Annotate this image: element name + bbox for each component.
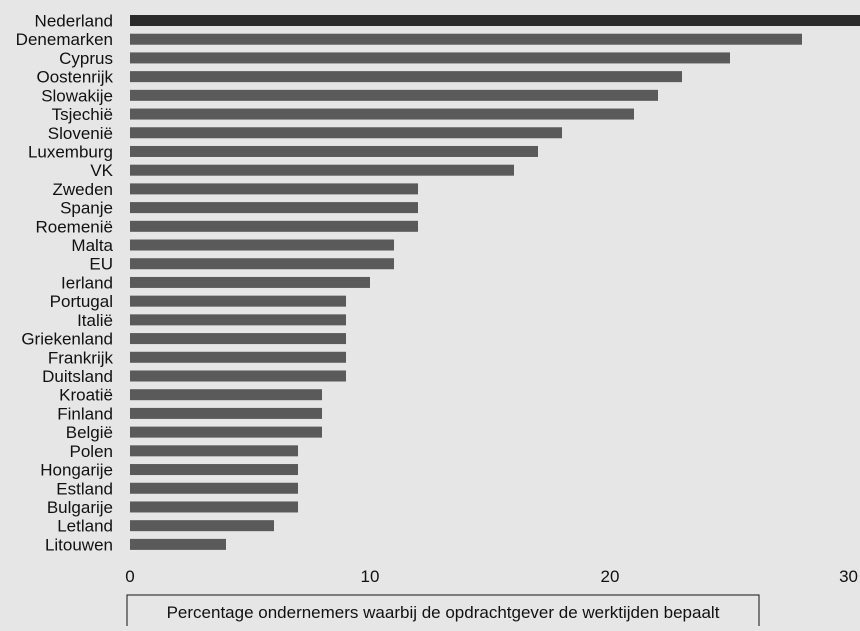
bars-layer — [130, 15, 860, 550]
category-label-polen: Polen — [70, 442, 113, 461]
bar-zweden — [130, 183, 418, 195]
bar-spanje — [130, 202, 418, 214]
bar-portugal — [130, 295, 346, 307]
category-label-bulgarije: Bulgarije — [47, 498, 113, 517]
bar-belgie — [130, 426, 322, 438]
bar-italie — [130, 314, 346, 326]
category-label-belgie: België — [66, 423, 113, 442]
bar-duitsland — [130, 370, 346, 382]
category-label-estland: Estland — [56, 479, 113, 498]
category-label-denemarken: Denemarken — [16, 30, 113, 49]
category-label-luxemburg: Luxemburg — [28, 142, 113, 161]
bar-denemarken — [130, 33, 802, 45]
bar-hongarije — [130, 464, 298, 476]
x-axis-title: Percentage ondernemers waarbij de opdrac… — [167, 603, 720, 622]
category-label-kroatie: Kroatië — [59, 386, 113, 405]
category-label-malta: Malta — [71, 236, 113, 255]
bar-finland — [130, 407, 322, 419]
category-label-oostenrijk: Oostenrijk — [36, 68, 113, 87]
category-label-tsjechie: Tsjechië — [52, 105, 113, 124]
bar-bulgarije — [130, 501, 298, 513]
category-label-nederland: Nederland — [35, 12, 113, 31]
bar-nederland — [130, 15, 860, 26]
bar-kroatie — [130, 389, 322, 401]
category-labels: NederlandDenemarkenCyprusOostenrijkSlowa… — [16, 12, 114, 555]
bar-ierland — [130, 276, 370, 288]
category-label-zweden: Zweden — [53, 180, 113, 199]
category-label-griekenland: Griekenland — [21, 330, 113, 349]
bar-slowakije — [130, 89, 658, 101]
category-label-finland: Finland — [57, 404, 113, 423]
x-tick-label-20: 20 — [601, 567, 620, 586]
x-tick-label-10: 10 — [361, 567, 380, 586]
category-label-slowakije: Slowakije — [41, 86, 113, 105]
bar-griekenland — [130, 333, 346, 345]
category-label-cyprus: Cyprus — [59, 49, 113, 68]
bar-frankrijk — [130, 351, 346, 363]
bar-slovenie — [130, 127, 562, 139]
category-label-eu: EU — [89, 255, 113, 274]
x-axis-title-box: Percentage ondernemers waarbij de opdrac… — [126, 594, 760, 628]
category-label-roemenie: Roemenië — [36, 217, 114, 236]
category-label-duitsland: Duitsland — [42, 367, 113, 386]
category-label-frankrijk: Frankrijk — [48, 348, 114, 367]
category-label-spanje: Spanje — [60, 199, 113, 218]
bar-roemenie — [130, 220, 418, 232]
bar-malta — [130, 239, 394, 251]
category-label-litouwen: Litouwen — [45, 535, 113, 554]
category-label-vk: VK — [90, 161, 113, 180]
x-tick-label-0: 0 — [125, 567, 134, 586]
bar-letland — [130, 520, 274, 532]
category-label-italie: Italië — [77, 311, 113, 330]
x-tick-label-30: 30 — [839, 567, 858, 586]
bar-litouwen — [130, 538, 226, 550]
bar-vk — [130, 164, 514, 176]
bar-eu — [130, 258, 394, 270]
bar-polen — [130, 445, 298, 457]
bar-cyprus — [130, 52, 730, 64]
bar-estland — [130, 482, 298, 494]
category-label-ierland: Ierland — [61, 273, 113, 292]
x-axis-ticks: 0 10 20 30 — [125, 567, 858, 586]
bar-tsjechie — [130, 108, 634, 120]
category-label-slovenie: Slovenië — [48, 124, 113, 143]
category-label-hongarije: Hongarije — [40, 461, 113, 480]
bar-luxemburg — [130, 145, 538, 157]
bar-oostenrijk — [130, 71, 682, 83]
category-label-letland: Letland — [57, 517, 113, 536]
category-label-portugal: Portugal — [50, 292, 113, 311]
